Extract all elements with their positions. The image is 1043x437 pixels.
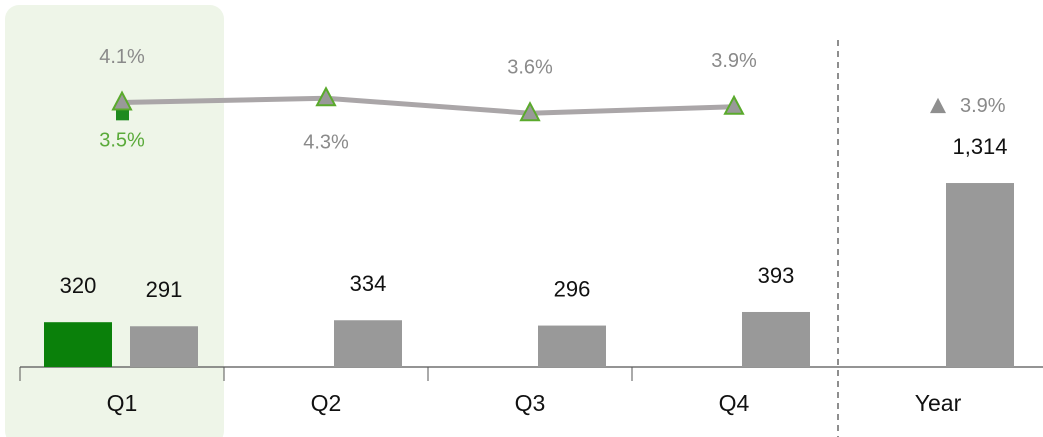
bar [44,322,112,367]
value-label: 334 [350,271,387,296]
bar [946,183,1014,367]
value-label: 3.9% [960,95,1006,117]
marker [116,110,129,121]
bar [538,325,606,367]
line [121,95,735,116]
marker [111,90,133,111]
x-tick-label: Q2 [311,390,342,416]
x-tick-label: Q4 [719,390,750,416]
bar [130,326,198,367]
x-tick-label: Year [915,390,962,416]
value-label: 1,314 [952,134,1007,159]
marker [519,101,541,122]
x-tick-label: Q1 [107,390,138,416]
value-label: 4.1% [99,46,145,68]
value-label: 3.5% [99,130,145,152]
bar [334,320,402,367]
value-label: 3.9% [711,50,757,72]
value-label: 3.6% [507,56,553,78]
value-label: 4.3% [303,132,349,154]
value-label: 296 [554,276,591,301]
value-label: 291 [146,277,183,302]
x-tick-label: Q3 [515,390,546,416]
highlight-band [5,5,224,437]
value-label: 320 [60,273,97,298]
marker [930,97,946,114]
marker [315,86,337,107]
value-label: 393 [758,263,795,288]
bar [742,311,810,367]
marker [723,94,745,115]
